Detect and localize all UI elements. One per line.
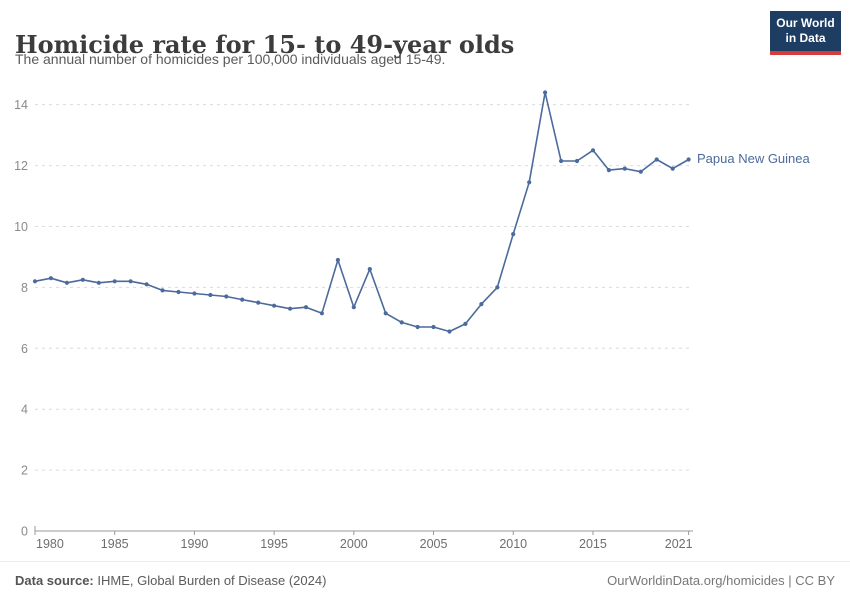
y-tick-label: 10 (14, 220, 28, 234)
data-source-value: IHME, Global Burden of Disease (2024) (97, 572, 327, 588)
x-tick-label: 1980 (36, 537, 64, 551)
series-line (34, 91, 690, 333)
data-point[interactable] (399, 320, 404, 325)
data-point[interactable] (208, 292, 213, 298)
x-tick-label: 2015 (579, 537, 607, 551)
owid-logo-line1: Our World (776, 16, 835, 30)
data-point[interactable] (383, 311, 388, 316)
data-point[interactable] (638, 169, 643, 174)
footer-credit-link[interactable]: OurWorldinData.org/homicides | CC BY (607, 572, 835, 588)
x-tick-label: 1990 (181, 537, 209, 551)
page-title: Homicide rate for 15- to 49-year olds (15, 30, 515, 60)
data-point[interactable] (622, 166, 627, 171)
data-source-label: Data source: (15, 572, 94, 588)
data-point[interactable] (431, 324, 436, 330)
data-point[interactable] (670, 166, 675, 171)
x-tick-label: 2000 (340, 537, 368, 551)
data-point[interactable] (463, 321, 468, 326)
y-tick-label: 12 (14, 159, 28, 173)
chart-footer: Data source: IHME, Global Burden of Dise… (15, 568, 835, 592)
y-tick-label: 8 (21, 281, 28, 295)
y-tick-label: 6 (21, 342, 28, 356)
data-point[interactable] (224, 294, 229, 299)
page-subtitle: The annual number of homicides per 100,0… (15, 51, 446, 67)
data-point[interactable] (272, 303, 277, 308)
y-tick-label: 2 (21, 464, 28, 478)
data-point[interactable] (319, 311, 324, 316)
y-tick-label: 4 (21, 403, 28, 417)
data-point[interactable] (559, 158, 564, 164)
data-point[interactable] (479, 302, 484, 307)
data-point[interactable] (64, 280, 69, 285)
data-point[interactable] (495, 285, 500, 290)
data-point[interactable] (590, 148, 596, 153)
data-point[interactable] (32, 279, 38, 284)
x-tick-label: 2005 (420, 537, 448, 551)
data-point[interactable] (574, 158, 580, 164)
y-tick-label: 0 (21, 525, 28, 539)
data-point[interactable] (303, 305, 309, 310)
data-point[interactable] (112, 279, 117, 284)
data-point[interactable] (256, 300, 261, 305)
data-point[interactable] (176, 289, 181, 295)
data-point[interactable] (654, 157, 659, 162)
data-point[interactable] (128, 279, 133, 284)
data-point[interactable] (160, 288, 165, 293)
data-point[interactable] (96, 280, 101, 285)
data-point[interactable] (527, 180, 532, 185)
data-point[interactable] (686, 157, 691, 162)
x-tick-label: 1985 (101, 537, 129, 551)
footer-divider (0, 561, 850, 562)
data-point[interactable] (48, 276, 54, 281)
data-point[interactable] (447, 329, 452, 334)
data-point[interactable] (288, 306, 293, 311)
y-tick-label: 14 (14, 98, 28, 112)
x-tick-label: 1995 (260, 537, 288, 551)
data-point[interactable] (335, 257, 340, 263)
data-point[interactable] (351, 305, 356, 310)
data-source-text: Data source: IHME, Global Burden of Dise… (15, 573, 326, 588)
x-tick-label: 2010 (499, 537, 527, 551)
data-point[interactable] (543, 90, 548, 95)
data-point[interactable] (240, 297, 245, 302)
data-point[interactable] (606, 168, 612, 173)
owid-logo[interactable]: Our World in Data (770, 11, 841, 55)
owid-logo-line2: in Data (785, 31, 826, 45)
data-point[interactable] (367, 267, 372, 272)
series-entity-label[interactable]: Papua New Guinea (697, 151, 810, 166)
data-point[interactable] (192, 291, 197, 296)
data-point[interactable] (144, 282, 149, 287)
data-point[interactable] (80, 277, 85, 282)
data-point[interactable] (511, 232, 516, 237)
x-tick-label: 2021 (665, 537, 693, 551)
data-point[interactable] (415, 324, 420, 330)
